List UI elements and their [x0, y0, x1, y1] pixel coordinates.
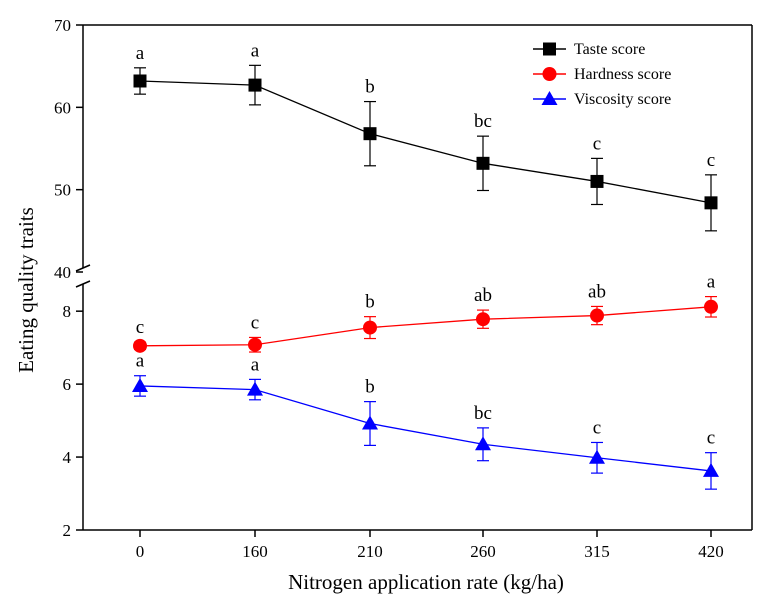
- viscosity-score-significance-letter: bc: [474, 403, 492, 424]
- taste-score-point: [133, 74, 147, 88]
- hardness-score-point: [248, 337, 262, 352]
- y-tick-label: 4: [63, 448, 72, 467]
- y-tick-label: 6: [63, 375, 72, 394]
- taste-score-significance-letter: c: [593, 133, 601, 154]
- viscosity-score-significance-letter: c: [593, 417, 601, 438]
- y-tick-label: 8: [63, 302, 72, 321]
- hardness-score-significance-letter: c: [136, 317, 144, 338]
- viscosity-score-line: [139, 385, 712, 472]
- viscosity-score-significance-letter: a: [251, 354, 260, 375]
- viscosity-score-significance-letter: a: [136, 351, 145, 372]
- legend-label-taste-score: Taste score: [574, 41, 645, 58]
- viscosity-score-point: [589, 449, 605, 464]
- hardness-score-significance-letter: ab: [588, 281, 606, 302]
- y-tick-label: 70: [54, 16, 71, 35]
- legend-label-viscosity-score: Viscosity score: [574, 91, 671, 108]
- taste-score-point: [248, 78, 262, 92]
- y-axis-title: Eating quality traits: [14, 207, 38, 373]
- axis-break-mark: [75, 264, 91, 272]
- taste-score-significance-letter: a: [136, 43, 145, 64]
- legend-marker-hardness-score: [542, 67, 557, 81]
- y-tick-label: 50: [54, 181, 71, 200]
- x-tick-label: 160: [242, 542, 268, 561]
- viscosity-score-series: a a b bc c c: [132, 351, 719, 490]
- legend-label-hardness-score: Hardness score: [574, 66, 671, 83]
- hardness-score-point: [133, 338, 147, 353]
- viscosity-score-point: [362, 415, 378, 430]
- viscosity-score-point: [475, 436, 491, 451]
- taste-score-point: [363, 127, 377, 141]
- x-tick-label: 210: [357, 542, 383, 561]
- hardness-score-point: [363, 320, 377, 335]
- viscosity-score-point: [703, 462, 719, 477]
- viscosity-score-significance-letter: b: [365, 377, 375, 398]
- taste-score-point: [476, 156, 490, 170]
- hardness-score-line: [139, 306, 712, 347]
- x-tick-label: 315: [584, 542, 610, 561]
- legend-marker-viscosity-score: [541, 91, 558, 105]
- x-tick-label: 420: [698, 542, 724, 561]
- y-tick-label: 2: [63, 521, 72, 540]
- legend-marker-taste-score: [543, 42, 556, 56]
- hardness-score-significance-letter: c: [251, 312, 259, 333]
- taste-score-significance-letter: c: [707, 150, 715, 171]
- hardness-score-point: [704, 299, 718, 314]
- hardness-score-point: [590, 308, 604, 323]
- taste-score-significance-letter: a: [251, 40, 260, 61]
- hardness-score-significance-letter: ab: [474, 285, 492, 306]
- x-tick-label: 260: [470, 542, 496, 561]
- hardness-score-significance-letter: a: [707, 272, 716, 293]
- viscosity-score-point: [132, 377, 148, 392]
- viscosity-score-point: [247, 381, 263, 396]
- x-tick-label: 0: [136, 542, 145, 561]
- hardness-score-point: [476, 312, 490, 327]
- viscosity-score-significance-letter: c: [707, 428, 715, 449]
- hardness-score-significance-letter: b: [365, 292, 375, 313]
- taste-score-point: [590, 174, 604, 188]
- hardness-score-series: c c b ab ab a: [133, 272, 718, 353]
- x-axis-title: Nitrogen application rate (kg/ha): [288, 570, 564, 594]
- axis-break-mark: [75, 280, 91, 288]
- y-tick-label: 40: [54, 263, 71, 282]
- taste-score-significance-letter: bc: [474, 111, 492, 132]
- taste-score-series: a a b bc c c: [133, 40, 718, 232]
- y-tick-label: 60: [54, 98, 71, 117]
- taste-score-point: [704, 196, 718, 210]
- taste-score-line: [139, 80, 712, 204]
- taste-score-significance-letter: b: [365, 77, 375, 98]
